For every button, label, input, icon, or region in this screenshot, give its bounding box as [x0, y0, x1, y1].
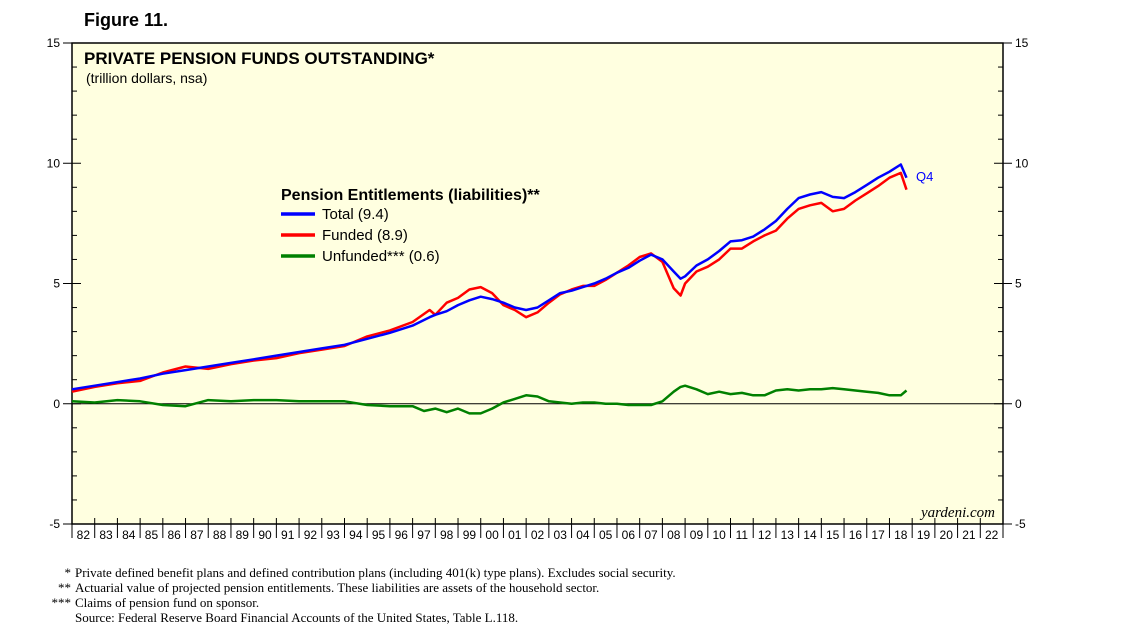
- legend-label: Total (9.4): [322, 206, 389, 223]
- x-tick-label: 88: [213, 528, 227, 542]
- x-tick-label: 90: [258, 528, 272, 542]
- x-tick-label: 20: [940, 528, 954, 542]
- footnote-mark: *: [64, 565, 72, 580]
- y-tick-label-left: 10: [47, 156, 61, 170]
- x-tick-label: 18: [894, 528, 908, 542]
- x-tick-label: 09: [690, 528, 704, 542]
- chart-subtitle: (trillion dollars, nsa): [86, 70, 207, 86]
- x-tick-label: 98: [440, 528, 454, 542]
- series-line-total: [71, 163, 908, 391]
- y-tick-label-left: -5: [49, 517, 60, 531]
- x-tick-label: 89: [236, 528, 250, 542]
- x-tick-label: 84: [122, 528, 136, 542]
- footnote-text: Private defined benefit plans and define…: [75, 565, 676, 580]
- x-tick-label: 94: [349, 528, 363, 542]
- y-tick-label-left: 5: [53, 277, 60, 291]
- y-tick-label-left: 15: [47, 36, 61, 50]
- legend-label: Unfunded*** (0.6): [322, 248, 440, 265]
- figure-label: Figure 11.: [84, 10, 169, 30]
- y-tick-label-right: -5: [1015, 517, 1026, 531]
- x-tick-label: 99: [463, 528, 477, 542]
- legend-label: Funded (8.9): [322, 227, 408, 244]
- plot-area: [71, 42, 1004, 525]
- x-tick-label: 16: [849, 528, 863, 542]
- x-tick-label: 00: [485, 528, 499, 542]
- x-tick-label: 03: [554, 528, 568, 542]
- x-tick-label: 07: [644, 528, 658, 542]
- x-tick-label: 83: [99, 528, 113, 542]
- y-tick-label-right: 5: [1015, 277, 1022, 291]
- x-tick-label: 11: [736, 528, 749, 542]
- x-tick-label: 21: [962, 528, 976, 542]
- x-tick-label: 04: [576, 528, 590, 542]
- x-tick-label: 22: [985, 528, 999, 542]
- x-tick-label: 95: [372, 528, 386, 542]
- x-tick-label: 08: [667, 528, 681, 542]
- footnote-3: *** Claims of pension fund on sponsor.: [52, 595, 260, 611]
- watermark: yardeni.com: [919, 505, 995, 521]
- x-tick-label: 02: [531, 528, 545, 542]
- footnote-text: Claims of pension fund on sponsor.: [75, 595, 260, 610]
- x-tick-label: 10: [712, 528, 726, 542]
- x-tick-label: 13: [781, 528, 795, 542]
- x-tick-label: 06: [622, 528, 636, 542]
- x-tick-label: 05: [599, 528, 613, 542]
- x-tick-label: 15: [826, 528, 840, 542]
- x-tick-label: 96: [395, 528, 409, 542]
- chart-title: PRIVATE PENSION FUNDS OUTSTANDING*: [84, 49, 435, 68]
- y-tick-label-left: 0: [53, 397, 60, 411]
- x-tick-label: 85: [145, 528, 159, 542]
- footnote-source: Source: Federal Reserve Board Financial …: [75, 610, 518, 626]
- x-tick-label: 92: [304, 528, 318, 542]
- y-tick-label-right: 15: [1015, 36, 1029, 50]
- footnote-mark: ***: [51, 595, 72, 610]
- x-tick-label: 12: [758, 528, 772, 542]
- x-tick-label: 01: [508, 528, 522, 542]
- x-tick-label: 91: [281, 528, 295, 542]
- x-tick-label: 93: [326, 528, 340, 542]
- footnote-text: Actuarial value of projected pension ent…: [75, 580, 600, 595]
- x-tick-label: 86: [168, 528, 182, 542]
- x-tick-label: 87: [190, 528, 204, 542]
- x-tick-label: 17: [871, 528, 885, 542]
- x-tick-label: 97: [417, 528, 431, 542]
- footnote-mark: **: [58, 580, 71, 595]
- y-tick-label-right: 0: [1015, 397, 1022, 411]
- footnote-text: Source: Federal Reserve Board Financial …: [75, 610, 519, 625]
- footnote-1: * Private defined benefit plans and defi…: [65, 565, 676, 581]
- legend-title: Pension Entitlements (liabilities)**: [281, 187, 540, 204]
- x-tick-label: 82: [77, 528, 91, 542]
- series-line-unfunded: [71, 384, 908, 415]
- footnote-2: ** Actuarial value of projected pension …: [58, 580, 600, 596]
- end-label-q4: Q4: [916, 169, 933, 184]
- y-tick-label-right: 10: [1015, 156, 1029, 170]
- x-tick-label: 19: [917, 528, 931, 542]
- x-tick-label: 14: [803, 528, 817, 542]
